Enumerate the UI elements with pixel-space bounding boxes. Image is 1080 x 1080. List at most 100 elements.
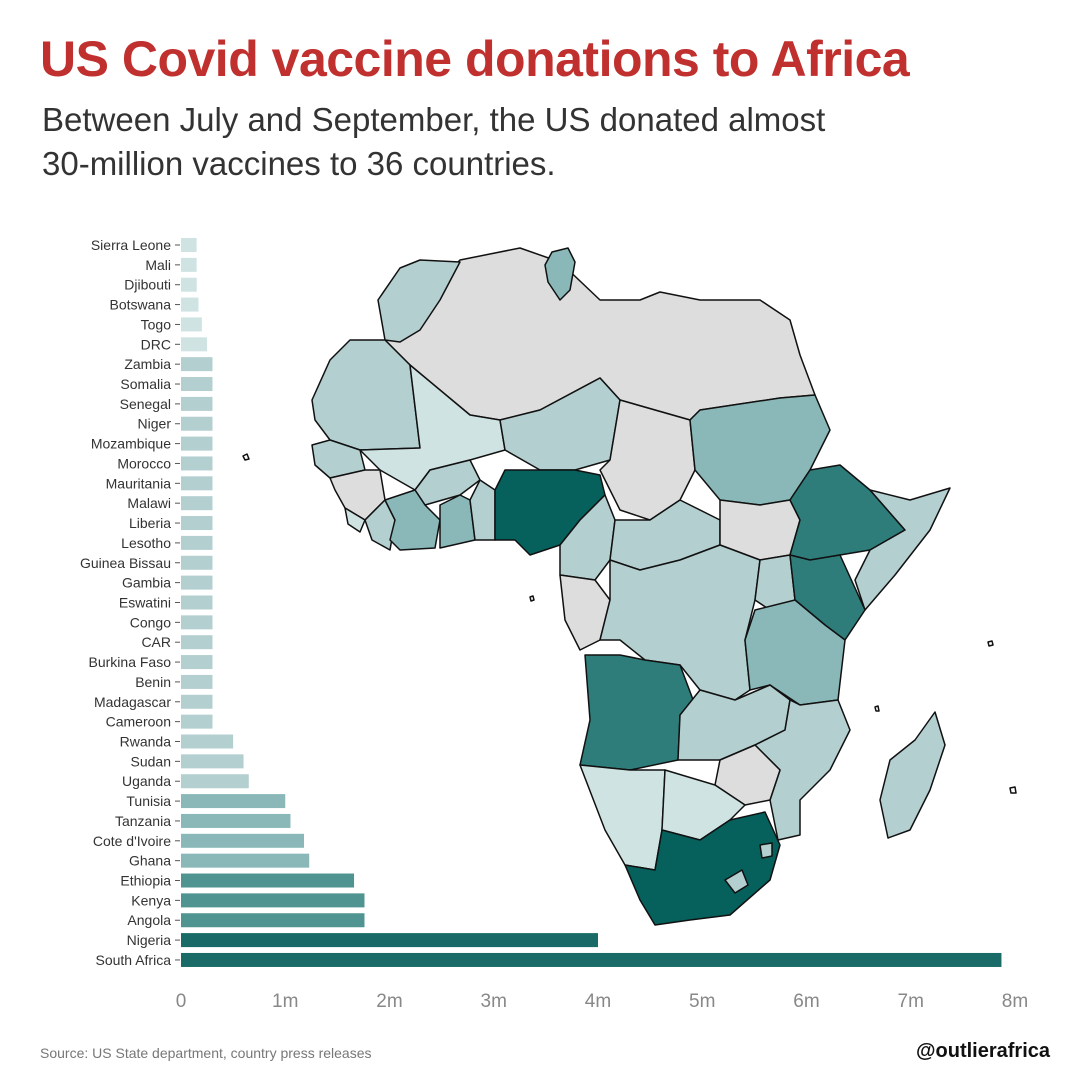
bar-nigeria <box>181 933 598 948</box>
category-label: South Africa <box>96 952 172 968</box>
bar-guinea-bissau <box>181 555 213 570</box>
category-label: Madagascar <box>94 694 171 710</box>
bar-zambia <box>181 357 213 372</box>
category-label: Sudan <box>131 753 171 769</box>
category-label: Morocco <box>117 455 171 471</box>
category-label: Guinea Bissau <box>80 555 171 571</box>
category-label: Gambia <box>122 575 171 591</box>
category-label: Niger <box>138 416 172 432</box>
bar-niger <box>181 416 213 431</box>
bar-south-africa <box>181 952 1002 967</box>
category-label: Kenya <box>131 892 171 908</box>
category-label: Congo <box>130 614 171 630</box>
category-label: Djibouti <box>124 277 171 293</box>
map-eswatini <box>759 842 773 859</box>
bar-madagascar <box>181 694 213 709</box>
bar-angola <box>181 913 365 928</box>
category-labels: Sierra Leone Mali Djibouti Botswana Togo DRC Z… <box>80 237 180 968</box>
x-tick-label: 7m <box>898 991 924 1012</box>
bar-togo <box>181 317 202 332</box>
bar-senegal <box>181 396 213 411</box>
category-label: Tanzania <box>115 813 171 829</box>
bar-series <box>181 238 1002 967</box>
bar-botswana <box>181 297 199 312</box>
africa-map <box>242 247 1017 926</box>
chart-subtitle: Between July and September, the US donat… <box>42 98 942 186</box>
category-label: Senegal <box>120 396 171 412</box>
map-morocco <box>377 259 461 343</box>
category-label: Cameroon <box>106 714 171 730</box>
category-label: Zambia <box>124 356 171 372</box>
map-togo-benin <box>469 479 496 541</box>
category-label: Botswana <box>110 297 172 313</box>
subtitle-line-2: 30-million vaccines to 36 countries. <box>42 145 556 182</box>
bar-cote-d-ivoire <box>181 833 305 848</box>
category-label: Mozambique <box>91 436 171 452</box>
x-tick-label: 8m <box>1002 991 1028 1012</box>
map-cote-divoire <box>384 489 441 551</box>
bar-drc <box>181 337 208 352</box>
x-tick-label: 3m <box>481 991 507 1012</box>
subtitle-line-1: Between July and September, the US donat… <box>42 101 826 138</box>
category-label: Rwanda <box>120 734 172 750</box>
bar-gambia <box>181 575 213 590</box>
category-label: Malawi <box>127 495 171 511</box>
map-madagascar <box>879 711 946 839</box>
chart-title: US Covid vaccine donations to Africa <box>40 31 910 87</box>
brand-handle: @outlierafrica <box>916 1040 1050 1062</box>
bar-kenya <box>181 893 365 908</box>
map-island-sao-tome <box>529 595 535 602</box>
bar-mozambique <box>181 436 213 451</box>
x-tick-label: 4m <box>585 991 611 1012</box>
bar-burkina-faso <box>181 655 213 670</box>
bar-rwanda <box>181 734 234 749</box>
map-sierra-leone <box>344 507 366 533</box>
map-island-comoros <box>874 705 880 712</box>
category-label: Sierra Leone <box>91 237 171 253</box>
bar-ethiopia <box>181 873 355 888</box>
category-label: Liberia <box>129 515 171 531</box>
map-tunisia <box>544 247 576 301</box>
bar-lesotho <box>181 535 213 550</box>
map-drc <box>599 544 761 701</box>
category-label: Angola <box>127 912 171 928</box>
map-somalia <box>854 487 951 611</box>
bar-djibouti <box>181 277 197 292</box>
category-label: Uganda <box>122 773 171 789</box>
category-label: Tunisia <box>126 793 171 809</box>
x-tick-label: 2m <box>376 991 402 1012</box>
category-label: Burkina Faso <box>89 654 172 670</box>
x-tick-label: 6m <box>793 991 819 1012</box>
bar-morocco <box>181 456 213 471</box>
category-label: DRC <box>141 336 171 352</box>
category-label: Togo <box>141 316 172 332</box>
category-label: Mauritania <box>106 475 172 491</box>
source-note: Source: US State department, country pre… <box>40 1045 372 1061</box>
map-lesotho <box>724 869 749 894</box>
category-label: CAR <box>141 634 171 650</box>
bar-mauritania <box>181 476 213 491</box>
bar-eswatini <box>181 595 213 610</box>
category-label: Cote d'Ivoire <box>93 833 171 849</box>
bar-benin <box>181 674 213 689</box>
bar-liberia <box>181 516 213 531</box>
bar-cameroon <box>181 714 213 729</box>
x-tick-label: 1m <box>272 991 298 1012</box>
map-island-cape-verde <box>242 453 250 461</box>
bar-malawi <box>181 496 213 511</box>
category-label: Ethiopia <box>120 873 171 889</box>
bar-somalia <box>181 377 213 392</box>
map-island-seychelles <box>987 640 994 647</box>
x-axis: 0 1m 2m 3m 4m 5m 6m 7m 8m <box>176 991 1028 1012</box>
bar-car <box>181 635 213 650</box>
bar-tunisia <box>181 794 286 809</box>
category-label: Lesotho <box>121 535 171 551</box>
map-island-mauritius <box>1009 786 1017 794</box>
x-tick-label: 5m <box>689 991 715 1012</box>
bar-ghana <box>181 853 310 868</box>
category-label: Ghana <box>129 853 171 869</box>
map-south-africa <box>624 811 781 926</box>
bar-tanzania <box>181 813 291 828</box>
bar-sierra-leone <box>181 238 197 252</box>
